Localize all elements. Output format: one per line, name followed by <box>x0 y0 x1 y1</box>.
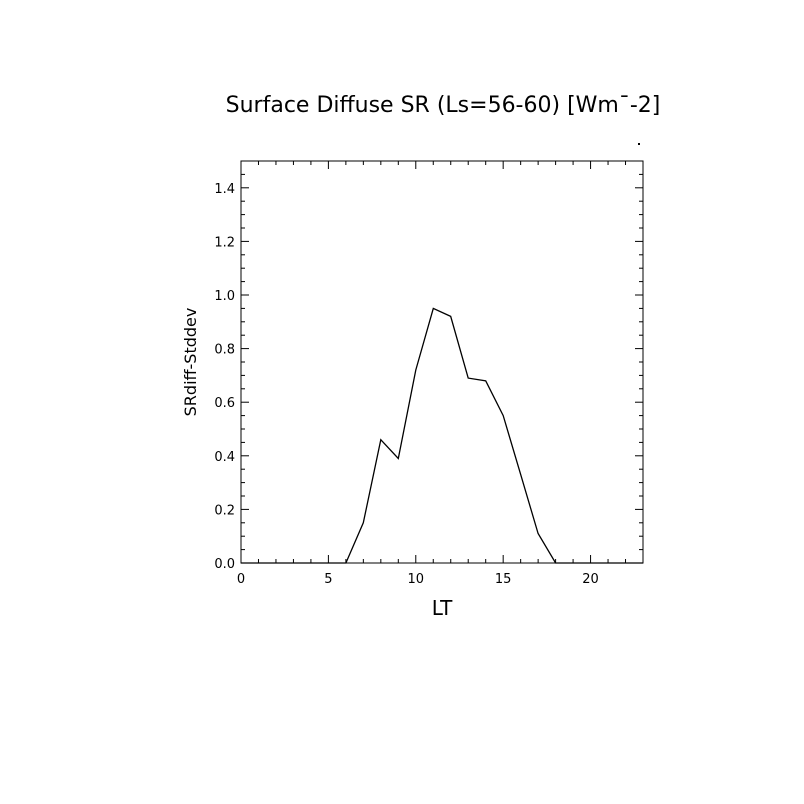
y-tick-label: 1.4 <box>214 182 235 197</box>
x-axis-label: LT <box>432 596 453 620</box>
y-tick-label: 1.2 <box>214 235 235 250</box>
x-tick-label: 5 <box>324 572 332 587</box>
corner-dot <box>638 143 640 145</box>
y-tick-label: 0.8 <box>214 343 235 358</box>
y-tick-label: 0.0 <box>214 557 235 572</box>
y-tick-label: 0.4 <box>214 450 235 465</box>
x-tick-label: 15 <box>495 572 512 587</box>
x-tick-label: 0 <box>237 572 245 587</box>
chart-title: Surface Diffuse SR (Ls=56-60) [Wm¯-2] <box>226 93 661 118</box>
x-axis-ticks <box>240 161 644 563</box>
y-tick-label: 0.6 <box>214 396 235 411</box>
y-tick-label: 1.0 <box>214 289 235 304</box>
x-tick-label: 20 <box>582 572 599 587</box>
y-tick-label: 0.2 <box>214 503 235 518</box>
y-axis-label: SRdiff-Stddev <box>181 308 200 417</box>
x-axis-tick-labels: 0 5 10 15 20 <box>237 572 599 587</box>
x-tick-label: 10 <box>408 572 425 587</box>
y-axis-tick-labels: 0.0 0.2 0.4 0.6 0.8 1.0 1.2 1.4 <box>214 182 235 572</box>
series-line <box>241 307 643 564</box>
